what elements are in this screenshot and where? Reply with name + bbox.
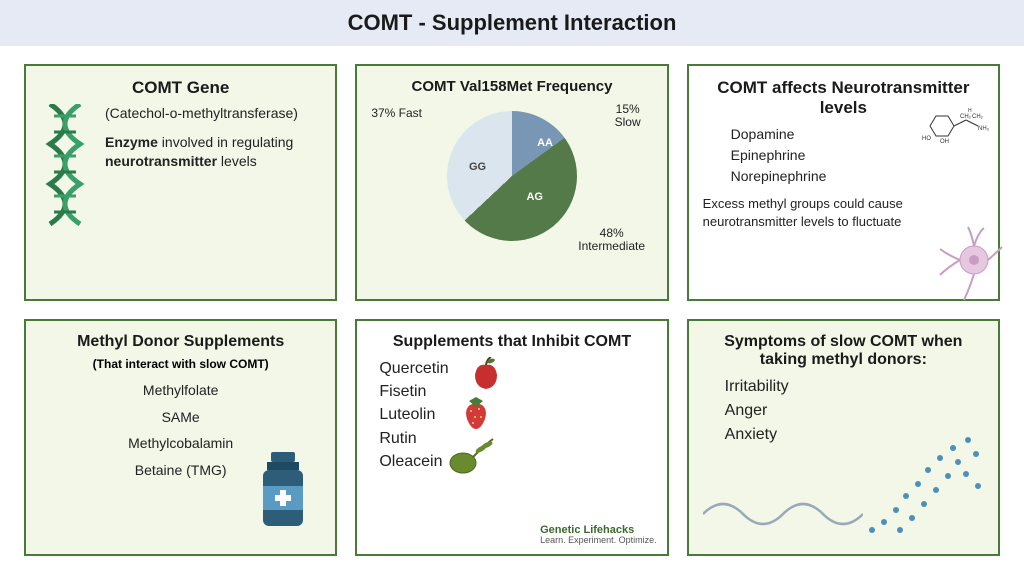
card-methyl-donors: Methyl Donor Supplements (That interact … xyxy=(24,319,337,556)
card-frequency-pie: COMT Val158Met Frequency GG AA AG 37% Fa… xyxy=(355,64,668,301)
card-symptoms: Symptoms of slow COMT when taking methyl… xyxy=(687,319,1000,556)
dna-helix-icon xyxy=(40,104,90,234)
brand-tag: Learn. Experiment. Optimize. xyxy=(540,536,657,546)
inhibit-list: Quercetin Fisetin Luteolin Rutin Oleacei… xyxy=(379,357,448,473)
txt: Enzyme xyxy=(105,134,158,150)
card-inhibitors: Supplements that Inhibit COMT Quercetin … xyxy=(355,319,668,556)
svg-text:H: H xyxy=(968,108,972,114)
strawberry-icon xyxy=(459,395,493,431)
list-item: Anger xyxy=(725,399,984,423)
list-item: Irritability xyxy=(725,375,984,399)
card-subtitle: (That interact with slow COMT) xyxy=(40,357,321,371)
card-comt-gene: COMT Gene (Catechol-o-methyltransferase) xyxy=(24,64,337,301)
particle-dots-icon xyxy=(858,430,988,540)
list-item: Quercetin xyxy=(379,357,448,380)
slice-label-ag: AG xyxy=(526,191,543,203)
pie-outer-slow: 15% Slow xyxy=(603,103,653,129)
apple-icon xyxy=(469,357,503,391)
pie-outer-intermediate: 48% Intermediate xyxy=(567,227,657,253)
list-item: Rutin xyxy=(379,427,448,450)
txt: neurotransmitter xyxy=(105,153,217,169)
card-neurotransmitters: COMT affects Neurotransmitter levels Dop… xyxy=(687,64,1000,301)
svg-text:OH: OH xyxy=(940,139,949,145)
svg-text:NH₃⁺: NH₃⁺ xyxy=(978,125,990,132)
pie-graphic: GG AA AG xyxy=(447,111,577,241)
list-item: Luteolin xyxy=(379,403,448,426)
slice-label-aa: AA xyxy=(537,137,553,149)
card-title: COMT Val158Met Frequency xyxy=(371,78,652,95)
wave-icon xyxy=(703,494,863,534)
list-item: Oleacein xyxy=(379,450,448,473)
page-title: COMT - Supplement Interaction xyxy=(0,0,1024,46)
svg-text:HO: HO xyxy=(922,136,931,142)
txt: levels xyxy=(217,153,257,169)
brand-badge: Genetic Lifehacks Learn. Experiment. Opt… xyxy=(540,524,657,546)
molecule-icon: HO OH CH₂ CH₂ NH₃⁺ H xyxy=(920,108,990,146)
bottle-icon xyxy=(253,450,313,530)
list-item: SAMe xyxy=(40,404,321,431)
neuron-icon xyxy=(934,225,1004,305)
txt: involved in regulating xyxy=(158,134,293,150)
card-title: Symptoms of slow COMT when taking methyl… xyxy=(703,333,984,369)
card-title: COMT Gene xyxy=(40,78,321,98)
card-title: Methyl Donor Supplements xyxy=(40,333,321,351)
gene-paren: (Catechol-o-methyltransferase) xyxy=(105,104,321,123)
list-item: Epinephrine xyxy=(731,145,984,166)
pie-outer-fast: 37% Fast xyxy=(371,107,422,120)
svg-text:CH₂: CH₂ xyxy=(960,114,972,120)
pie-chart: GG AA AG 37% Fast 15% Slow 48% Intermedi… xyxy=(371,101,652,251)
slice-label-gg: GG xyxy=(469,161,486,173)
olive-icon xyxy=(445,437,495,477)
card-grid: COMT Gene (Catechol-o-methyltransferase) xyxy=(0,46,1024,574)
list-item: Norepinephrine xyxy=(731,166,984,187)
card-title: Supplements that Inhibit COMT xyxy=(371,333,652,351)
list-item: Fisetin xyxy=(379,380,448,403)
list-item: Methylfolate xyxy=(40,377,321,404)
svg-text:CH₂: CH₂ xyxy=(972,114,984,120)
gene-desc: Enzyme involved in regulating neurotrans… xyxy=(105,133,321,171)
